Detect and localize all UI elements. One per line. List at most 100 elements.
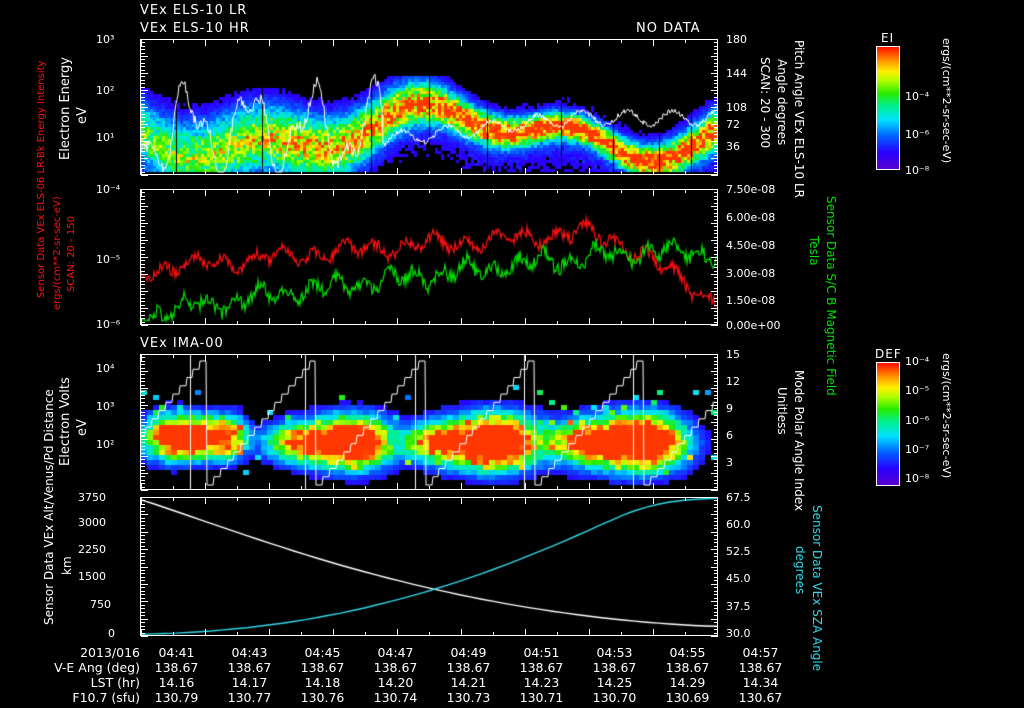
axis-tick <box>141 535 145 536</box>
ima-cb-tick-0: 10⁻⁴ <box>905 355 930 368</box>
axis-tick <box>711 490 718 491</box>
axis-tick <box>714 216 718 217</box>
table-row-0-cell: 138.67 <box>446 660 491 675</box>
els-colorbar[interactable] <box>876 46 900 170</box>
axis-tick <box>141 155 145 156</box>
table-row-1-cell: 14.20 <box>377 675 414 690</box>
axis-tick <box>237 354 238 358</box>
axis-tick <box>717 629 718 636</box>
axis-tick <box>653 39 654 46</box>
axis-tick <box>141 521 145 522</box>
axis-tick <box>141 391 145 392</box>
axis-tick <box>141 189 148 190</box>
axis-tick <box>141 629 145 630</box>
table-row-2-cell: 130.70 <box>592 690 637 705</box>
axis-tick <box>173 189 174 193</box>
table-row-0-cell: 138.67 <box>154 660 199 675</box>
axis-tick <box>141 138 145 139</box>
axis-tick <box>461 189 462 196</box>
intensity-bfield-plot[interactable] <box>140 189 718 325</box>
table-row-2-cell: 130.76 <box>300 690 345 705</box>
axis-tick <box>525 497 526 504</box>
panel2-left-scan: SCAN: 20 - 150 <box>66 216 77 292</box>
axis-tick <box>141 446 145 447</box>
axis-tick <box>685 39 686 43</box>
axis-tick <box>717 483 718 490</box>
ima-cb-tick-3: 10⁻⁷ <box>905 443 930 456</box>
table-row-1-cell: 14.17 <box>231 675 268 690</box>
axis-tick <box>714 131 718 132</box>
panel4-right-label: Sensor Data VEx SZA Angle <box>810 505 824 672</box>
altitude-sza-plot[interactable] <box>140 497 718 636</box>
panel-els-title-hr: VEx ELS-10 HR <box>140 21 250 36</box>
axis-tick <box>714 605 718 606</box>
axis-tick <box>141 66 145 67</box>
axis-tick <box>141 260 145 261</box>
axis-tick <box>714 260 718 261</box>
axis-tick <box>714 459 718 460</box>
axis-tick <box>173 497 174 501</box>
axis-tick <box>173 321 174 325</box>
axis-tick <box>269 39 270 46</box>
els-spectrogram-plot[interactable] <box>140 39 718 175</box>
axis-tick <box>621 632 622 636</box>
axis-tick <box>301 486 302 490</box>
axis-tick <box>429 632 430 636</box>
axis-tick <box>714 391 718 392</box>
axis-tick <box>141 470 145 471</box>
axis-tick <box>714 134 718 135</box>
axis-tick <box>141 53 145 54</box>
axis-tick <box>301 321 302 325</box>
axis-tick <box>525 39 526 46</box>
axis-tick <box>711 274 718 275</box>
els-rtick-3: 72 <box>726 118 740 131</box>
p4-rtick-3: 45.0 <box>726 572 751 585</box>
p2-ytick-2: 10⁻⁶ <box>96 318 121 331</box>
axis-tick <box>141 107 148 108</box>
axis-tick <box>714 556 718 557</box>
axis-tick <box>173 171 174 175</box>
axis-tick <box>714 203 718 204</box>
axis-tick <box>589 629 590 636</box>
axis-tick <box>461 483 462 490</box>
axis-tick <box>714 563 718 564</box>
axis-tick <box>557 354 558 358</box>
axis-tick <box>141 425 145 426</box>
axis-tick <box>141 298 145 299</box>
axis-tick <box>714 233 718 234</box>
axis-tick <box>141 281 145 282</box>
axis-tick <box>141 151 145 152</box>
table-row-0-cell: 138.67 <box>519 660 564 675</box>
p2-rtick-2: 4.50e-08 <box>726 239 776 252</box>
axis-tick <box>711 90 718 91</box>
axis-tick <box>493 171 494 175</box>
axis-tick <box>557 321 558 325</box>
table-row-time-cell: 04:43 <box>231 645 268 660</box>
axis-tick <box>714 281 718 282</box>
axis-tick <box>141 110 145 111</box>
els-rtick-0: 180 <box>726 33 747 46</box>
axis-tick <box>141 539 145 540</box>
axis-tick <box>685 354 686 358</box>
axis-tick <box>141 97 145 98</box>
axis-tick <box>141 626 145 627</box>
axis-tick <box>711 567 718 568</box>
axis-tick <box>141 308 148 309</box>
els-ytick-0: 10³ <box>96 33 115 46</box>
axis-tick <box>711 175 718 176</box>
axis-tick <box>141 158 148 159</box>
ima-colorbar[interactable] <box>876 362 900 486</box>
axis-tick <box>429 321 430 325</box>
axis-tick <box>711 497 718 498</box>
axis-tick <box>714 504 718 505</box>
ima-cb-tick-4: 10⁻⁸ <box>905 472 930 485</box>
axis-tick <box>141 473 148 474</box>
axis-tick <box>714 446 718 447</box>
axis-tick <box>141 277 145 278</box>
ima-spectrogram-plot[interactable] <box>140 354 718 490</box>
axis-tick <box>525 189 526 196</box>
axis-tick <box>653 168 654 175</box>
axis-tick <box>141 525 145 526</box>
axis-tick <box>711 189 718 190</box>
axis-tick <box>714 364 718 365</box>
